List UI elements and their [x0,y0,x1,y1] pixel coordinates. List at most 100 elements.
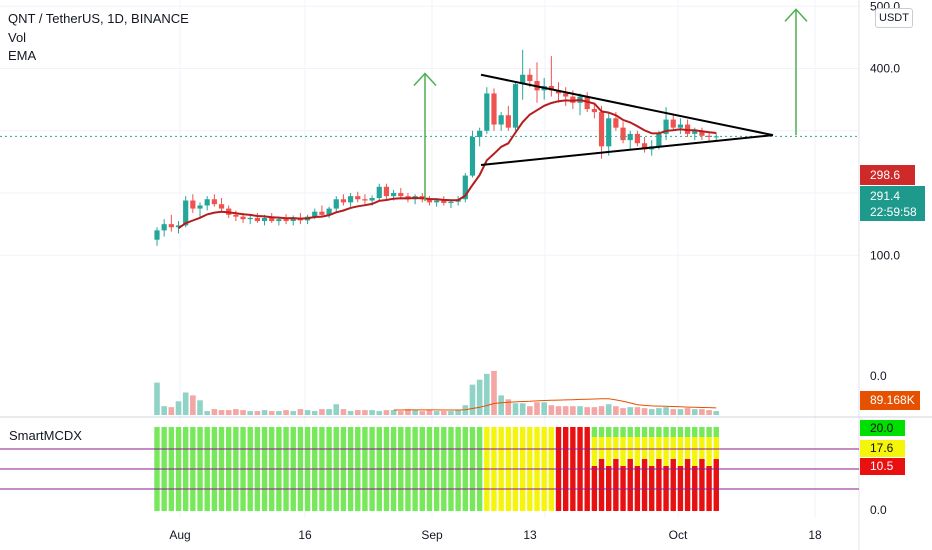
volume-bar [319,409,325,415]
candle[interactable] [190,194,196,213]
candle[interactable] [620,121,626,144]
volume-bar [512,403,519,415]
smartmcdx-label[interactable]: SmartMCDX [9,428,82,443]
candle[interactable] [670,115,676,131]
volume-bar [584,407,590,415]
candle[interactable] [505,105,511,131]
volume-bar [154,382,160,415]
volume-bar [290,411,297,415]
volume-bar [347,411,354,415]
candle[interactable] [484,87,490,134]
candle[interactable] [340,194,347,206]
candle[interactable] [383,183,390,200]
candle[interactable] [491,88,497,131]
mcdx-bar [613,427,619,511]
volume-bar [254,411,261,415]
volume-tick: 0.0 [870,369,887,383]
volume-bar [304,410,311,415]
candle[interactable] [563,87,569,106]
currency-button[interactable]: USDT [875,8,913,28]
target-arrow[interactable] [413,72,437,202]
support-line[interactable] [480,134,774,167]
volume-bar [634,407,641,415]
candle[interactable] [699,127,705,141]
candle[interactable] [304,214,311,225]
volume-bar [527,406,533,415]
candle[interactable] [498,112,504,131]
candle[interactable] [477,127,483,147]
candle[interactable] [706,132,712,142]
time-tick: Sep [421,528,443,542]
candle[interactable] [520,49,526,100]
target-arrow[interactable] [784,8,808,136]
candle[interactable] [577,93,583,116]
time-tick: 18 [808,528,822,542]
candle[interactable] [290,215,296,226]
volume-bar [247,411,254,415]
volume-bar [276,411,282,415]
candle[interactable] [197,202,203,218]
candle[interactable] [319,205,325,217]
volume-bar [397,411,404,415]
candle[interactable] [412,194,418,205]
volume-bar [706,410,712,415]
volume-bar [641,408,648,415]
candle[interactable] [218,197,225,212]
indicator-vol-label[interactable]: Vol [8,30,27,45]
volume-bar [656,408,662,415]
candle[interactable] [347,193,354,207]
volume-bar [390,410,397,415]
candle[interactable] [677,118,684,134]
candle[interactable] [627,130,633,150]
candle[interactable] [247,214,253,225]
volume-bar [283,410,289,415]
volume-bar [297,409,304,415]
candle[interactable] [591,102,597,119]
triangle-pattern-lines[interactable] [480,73,774,167]
volume-bar [204,411,210,415]
candle[interactable] [154,227,160,246]
candle[interactable] [469,130,476,178]
volume-bar [613,406,619,415]
candle[interactable] [462,173,468,203]
target-arrows[interactable] [413,8,808,202]
candle[interactable] [333,196,339,212]
mcdx-bar [656,427,662,511]
resistance-line[interactable] [480,73,774,137]
volume-ma-line [393,398,717,411]
indicator-ema-label[interactable]: EMA [8,48,37,63]
candle[interactable] [183,196,189,228]
candle[interactable] [684,119,691,138]
volume-bar [261,410,268,415]
volume-bar [570,406,576,415]
candle[interactable] [376,183,382,201]
mcdx-bar [641,427,648,511]
candle[interactable] [426,196,433,206]
candle[interactable] [555,82,562,103]
candlesticks[interactable] [154,49,719,246]
candle[interactable] [204,196,210,211]
volume-bar [233,409,239,415]
volume-bar [211,409,218,415]
candle[interactable] [254,212,260,223]
volume-bar [175,401,182,415]
candle[interactable] [634,130,640,147]
volume-bar [441,411,447,415]
candle[interactable] [355,191,361,203]
volume-bar [627,407,634,415]
smartmcdx-levels [0,448,859,490]
volume-bar [240,410,246,415]
volume-bar [691,409,698,415]
volume-bar [168,407,175,415]
candle[interactable] [161,219,167,237]
candle[interactable] [598,105,605,159]
candle[interactable] [362,194,368,205]
candle[interactable] [606,112,612,156]
candle[interactable] [512,80,519,131]
candle[interactable] [641,137,648,153]
candle[interactable] [168,214,174,232]
volume-bar [663,407,669,415]
candle[interactable] [211,194,217,207]
volume-bar [469,384,476,415]
